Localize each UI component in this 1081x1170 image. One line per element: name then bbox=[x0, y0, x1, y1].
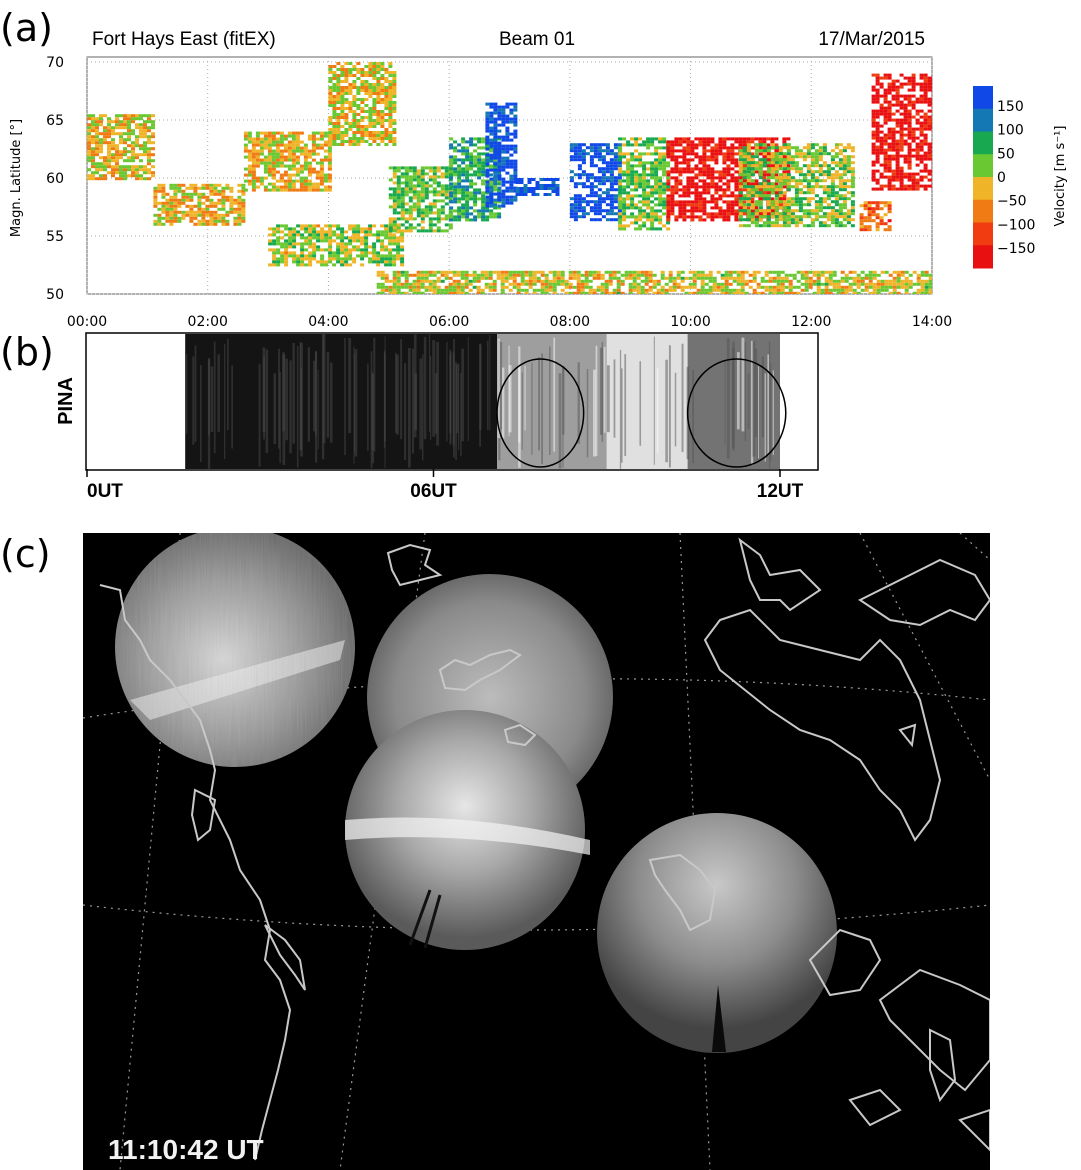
velocity-region bbox=[376, 270, 932, 294]
colorbar-swatch bbox=[973, 199, 993, 223]
panel-a-ylabel: Magn. Latitude [°] bbox=[9, 119, 24, 237]
y-tick-label: 70 bbox=[46, 55, 64, 71]
map-timestamp: 11:10:42 UT bbox=[108, 1134, 264, 1165]
velocity-region bbox=[515, 178, 560, 196]
colorbar-label: Velocity [m s⁻¹] bbox=[1053, 126, 1068, 227]
panel-c-map bbox=[83, 533, 990, 1170]
all-sky-image-1 bbox=[115, 533, 355, 767]
colorbar-tick-label: −100 bbox=[997, 217, 1035, 233]
keogram-highlight-ellipse bbox=[496, 358, 585, 468]
panel-a-chart: Fort Hays East (fitEX) Beam 01 17/Mar/20… bbox=[9, 29, 1068, 330]
keogram-streaks bbox=[186, 334, 774, 469]
keogram-tick-label: 0UT bbox=[87, 481, 123, 502]
velocity-region bbox=[871, 73, 932, 191]
x-tick-label: 10:00 bbox=[670, 314, 710, 330]
y-tick-label: 55 bbox=[46, 229, 64, 245]
keogram-segment bbox=[497, 334, 607, 469]
velocity-region bbox=[87, 114, 155, 181]
colorbar-tick-label: −50 bbox=[997, 194, 1027, 210]
all-sky-image-3 bbox=[345, 710, 590, 950]
panel-label-a: (a) bbox=[0, 6, 53, 50]
colorbar-swatch bbox=[973, 245, 993, 269]
panel-a-beam-label: Beam 01 bbox=[499, 29, 575, 50]
x-tick-label: 02:00 bbox=[188, 314, 228, 330]
velocity-region bbox=[388, 166, 453, 233]
keogram-tick-label: 12UT bbox=[757, 481, 804, 502]
y-tick-label: 65 bbox=[46, 113, 64, 129]
all-sky-image-4 bbox=[597, 813, 837, 1053]
x-tick-label: 04:00 bbox=[308, 314, 348, 330]
panel-label-b: (b) bbox=[0, 330, 54, 374]
keogram-highlights bbox=[496, 358, 787, 468]
colorbar-swatch bbox=[973, 177, 993, 201]
velocity-colorbar: 150 100 50 0 −50 −100 −150 bbox=[973, 86, 1035, 269]
panel-a-date-label: 17/Mar/2015 bbox=[818, 29, 925, 50]
velocity-region bbox=[738, 143, 855, 228]
x-tick-label: 00:00 bbox=[67, 314, 107, 330]
y-tick-label: 60 bbox=[46, 171, 64, 187]
velocity-region bbox=[328, 62, 397, 146]
panel-a-data bbox=[87, 62, 932, 294]
velocity-region bbox=[153, 183, 246, 226]
velocity-region bbox=[485, 102, 518, 208]
colorbar-tick-label: 50 bbox=[997, 146, 1015, 162]
colorbar-swatch bbox=[973, 222, 993, 246]
colorbar-swatch bbox=[973, 86, 993, 110]
velocity-region bbox=[618, 137, 671, 231]
panel-a-title: Fort Hays East (fitEX) bbox=[92, 29, 276, 50]
keogram-ylabel: PINA bbox=[55, 377, 77, 425]
panel-a-plot-frame bbox=[86, 56, 933, 295]
panel-b-keogram: 0UT 06UT 12UT PINA bbox=[55, 332, 819, 502]
map-coastlines bbox=[99, 537, 990, 1161]
x-tick-label: 08:00 bbox=[550, 314, 590, 330]
colorbar-tick-label: 0 bbox=[997, 170, 1006, 186]
colorbar-swatch bbox=[973, 131, 993, 155]
y-tick-label: 50 bbox=[46, 287, 64, 303]
panel-a-axes: 00:00 02:00 04:00 06:00 08:00 10:00 12:00 14:00… bbox=[46, 55, 952, 330]
colorbar-swatch bbox=[973, 108, 993, 132]
velocity-region bbox=[243, 131, 332, 192]
colorbar-tick-label: −150 bbox=[997, 241, 1035, 257]
keogram-segment bbox=[185, 334, 498, 469]
keogram-highlight-ellipse bbox=[686, 358, 787, 468]
x-tick-label: 14:00 bbox=[912, 314, 952, 330]
velocity-region bbox=[268, 224, 405, 267]
colorbar-tick-label: 150 bbox=[997, 99, 1024, 115]
x-tick-label: 06:00 bbox=[429, 314, 469, 330]
colorbar-swatch bbox=[973, 154, 993, 178]
x-tick-label: 12:00 bbox=[791, 314, 831, 330]
panel-label-c: (c) bbox=[0, 532, 51, 576]
velocity-region bbox=[859, 201, 892, 232]
keogram-tick-label: 06UT bbox=[410, 481, 457, 502]
keogram-ticks: 0UT 06UT 12UT bbox=[86, 469, 804, 502]
colorbar-tick-label: 100 bbox=[997, 123, 1024, 139]
